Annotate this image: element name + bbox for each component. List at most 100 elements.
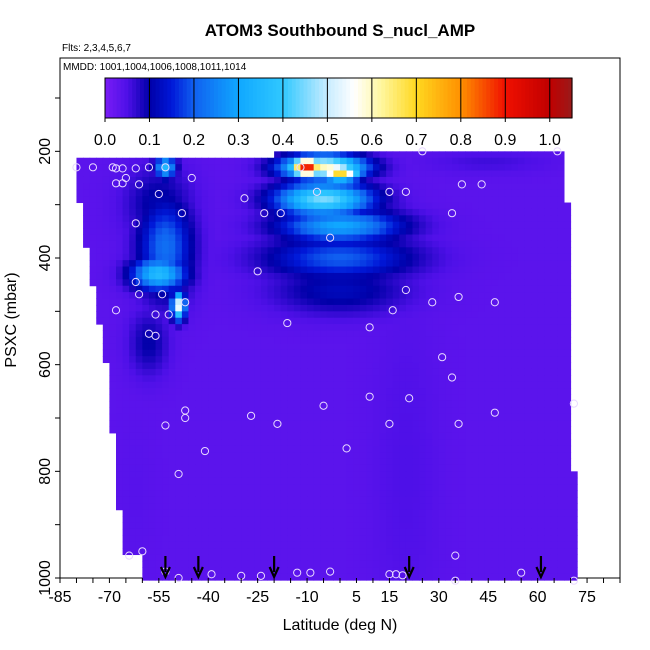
heatmap-cell [452, 304, 460, 312]
heatmap-cell [234, 228, 242, 236]
heatmap-cell [320, 317, 328, 325]
heatmap-cell [346, 560, 354, 568]
heatmap-cell [478, 503, 486, 511]
heatmap-cell [155, 356, 163, 364]
heatmap-cell [280, 484, 288, 492]
heatmap-cell [471, 541, 479, 549]
heatmap-cell [491, 484, 499, 492]
heatmap-cell [419, 471, 427, 479]
heatmap-cell [557, 285, 565, 293]
heatmap-cell [359, 471, 367, 479]
heatmap-cell [517, 516, 525, 524]
heatmap-cell [386, 496, 394, 504]
heatmap-cell [550, 336, 558, 344]
heatmap-cell [372, 407, 381, 415]
heatmap-cell [491, 247, 499, 255]
heatmap-cell [274, 170, 282, 178]
heatmap-cell [484, 189, 493, 197]
heatmap-cell [241, 285, 249, 293]
heatmap-cell [122, 240, 130, 248]
heatmap-cell [372, 484, 381, 492]
heatmap-cell [320, 285, 328, 293]
heatmap-cell [537, 445, 545, 453]
heatmap-cell [148, 503, 157, 511]
heatmap-cell [458, 503, 466, 511]
heatmap-cell [247, 477, 255, 485]
heatmap-cell [234, 253, 242, 261]
heatmap-cell [247, 471, 255, 479]
heatmap-cell [484, 573, 493, 581]
heatmap-cell [471, 484, 479, 492]
heatmap-cell [254, 330, 262, 338]
heatmap-cell [333, 490, 341, 498]
heatmap-cell [280, 349, 288, 357]
heatmap-cell [484, 567, 493, 575]
heatmap-cell [386, 298, 394, 306]
heatmap-cell [471, 452, 479, 460]
heatmap-cell [564, 381, 572, 389]
heatmap-cell [471, 375, 479, 383]
heatmap-cell [504, 324, 512, 332]
heatmap-cell [300, 311, 308, 319]
heatmap-cell [287, 272, 295, 280]
colorbar-segment [470, 78, 476, 118]
heatmap-cell [241, 560, 249, 568]
heatmap-cell [346, 253, 354, 261]
heatmap-cell [214, 298, 222, 306]
heatmap-cell [405, 439, 413, 447]
heatmap-cell [445, 196, 453, 204]
heatmap-cell [214, 285, 222, 293]
heatmap-cell [142, 477, 150, 485]
heatmap-cell [544, 535, 552, 543]
heatmap-cell [300, 215, 308, 223]
heatmap-cell [412, 368, 420, 376]
heatmap-cell [504, 362, 512, 370]
heatmap-cell [148, 535, 157, 543]
heatmap-cell [419, 285, 427, 293]
heatmap-cell [254, 266, 262, 274]
heatmap-cell [208, 509, 216, 517]
flight-arrow [535, 556, 547, 580]
heatmap-cell [452, 311, 460, 319]
heatmap-cell [116, 413, 124, 421]
heatmap-cell [247, 343, 255, 351]
heatmap-cell [405, 548, 413, 556]
heatmap-cell [419, 279, 427, 287]
heatmap-cell [234, 234, 242, 242]
heatmap-cell [208, 368, 216, 376]
heatmap-cell [300, 375, 308, 383]
heatmap-cell [491, 496, 499, 504]
heatmap-cell [491, 324, 499, 332]
heatmap-cell [379, 420, 387, 428]
heatmap-cell [274, 452, 282, 460]
heatmap-cell [274, 560, 282, 568]
heatmap-cell [346, 292, 354, 300]
heatmap-cell [372, 426, 381, 434]
heatmap-cell [498, 573, 506, 581]
heatmap-cell [531, 388, 539, 396]
heatmap-cell [280, 215, 288, 223]
heatmap-cell [511, 202, 519, 210]
heatmap-cell [116, 426, 124, 434]
heatmap-cell [531, 247, 539, 255]
sample-point [365, 323, 374, 332]
heatmap-cell [366, 157, 374, 165]
heatmap-cell [300, 343, 308, 351]
heatmap-cell [511, 330, 519, 338]
heatmap-cell [274, 317, 282, 325]
heatmap-cell [445, 458, 453, 466]
colorbar-segment [525, 78, 530, 118]
heatmap-cell [96, 176, 104, 184]
heatmap-cell [287, 234, 295, 242]
heatmap-cell [221, 445, 229, 453]
heatmap-cell [181, 381, 189, 389]
heatmap-cell [168, 330, 176, 338]
heatmap-cell [241, 407, 249, 415]
heatmap-cell [129, 196, 137, 204]
heatmap-cell [366, 247, 374, 255]
heatmap-cell [208, 164, 216, 172]
heatmap-cell [550, 234, 558, 242]
heatmap-cell [320, 388, 328, 396]
heatmap-cell [116, 349, 124, 357]
heatmap-cell [392, 548, 400, 556]
